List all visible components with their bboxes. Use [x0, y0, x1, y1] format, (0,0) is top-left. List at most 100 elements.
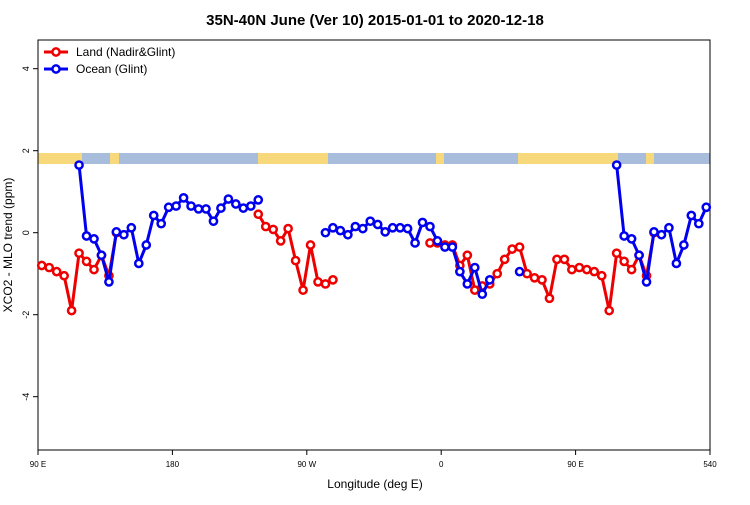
- data-point: [596, 270, 607, 281]
- data-point: [432, 236, 443, 246]
- legend-label: Ocean (Glint): [76, 62, 147, 76]
- data-point: [141, 240, 152, 250]
- data-point: [268, 224, 279, 235]
- data-point: [238, 203, 249, 213]
- data-point: [111, 227, 122, 237]
- data-point: [328, 275, 338, 285]
- data-point: [66, 305, 77, 316]
- data-point: [156, 218, 167, 229]
- data-point: [537, 275, 547, 285]
- data-point: [343, 229, 353, 240]
- data-point: [119, 229, 129, 240]
- data-point: [649, 227, 659, 237]
- data-point: [619, 256, 629, 267]
- x-axis-label: Longitude (deg E): [327, 477, 422, 491]
- data-point: [499, 254, 510, 265]
- data-point: [186, 201, 196, 211]
- data-point: [686, 210, 697, 221]
- data-point: [440, 242, 450, 252]
- data-point: [559, 254, 570, 265]
- data-point: [395, 222, 405, 233]
- surface-band: [38, 153, 710, 164]
- land-strip: [646, 153, 654, 164]
- data-point: [671, 258, 682, 269]
- data-point: [178, 193, 189, 203]
- data-point: [298, 285, 308, 295]
- data-point: [387, 222, 398, 233]
- data-point: [320, 279, 331, 289]
- data-point: [574, 262, 585, 273]
- ocean-strip: [38, 153, 710, 164]
- data-point: [260, 221, 271, 232]
- data-point: [544, 293, 555, 304]
- data-point: [36, 260, 47, 271]
- data-point: [529, 272, 540, 283]
- legend-marker: [51, 47, 61, 57]
- data-point: [425, 221, 435, 232]
- y-axis-label: XCO2 - MLO trend (ppm): [1, 178, 15, 313]
- data-point: [104, 277, 114, 287]
- data-point: [477, 289, 488, 300]
- x-tick-label: 180: [166, 460, 180, 469]
- x-tick-label: 540: [703, 460, 717, 469]
- data-point: [305, 240, 316, 250]
- data-point: [283, 223, 293, 234]
- data-point: [74, 160, 84, 170]
- data-point: [89, 264, 99, 275]
- data-point: [634, 250, 644, 261]
- data-point: [350, 221, 361, 232]
- data-point: [469, 262, 480, 273]
- land-strip: [518, 153, 618, 164]
- data-point: [81, 256, 92, 267]
- data-point: [133, 258, 144, 269]
- data-point: [462, 250, 473, 261]
- data-point: [223, 194, 234, 204]
- x-tick-label: 90 E: [567, 460, 583, 469]
- data-point: [216, 203, 226, 213]
- data-point: [664, 222, 674, 233]
- data-point: [290, 255, 301, 266]
- data-point: [148, 210, 159, 221]
- data-point: [245, 201, 256, 211]
- chart-title: 35N-40N June (Ver 10) 2015-01-01 to 2020…: [206, 12, 544, 29]
- data-point: [522, 268, 532, 279]
- data-point: [447, 242, 458, 252]
- y-tick-label: 2: [21, 148, 31, 153]
- data-point: [89, 234, 99, 244]
- data-point: [193, 204, 204, 214]
- data-point: [417, 217, 428, 228]
- data-point: [313, 277, 323, 287]
- series: [74, 160, 712, 300]
- legend-label: Land (Nadir&Glint): [76, 45, 175, 59]
- data-point: [253, 195, 264, 205]
- legend-marker: [51, 64, 61, 74]
- data-point: [693, 218, 704, 229]
- x-tick-label: 0: [439, 460, 444, 469]
- data-point: [126, 222, 137, 233]
- data-point: [171, 201, 181, 211]
- data-point: [425, 238, 435, 248]
- land-strip: [436, 153, 444, 164]
- data-point: [484, 275, 495, 285]
- data-point: [589, 266, 600, 277]
- data-point: [469, 285, 480, 295]
- data-point: [514, 242, 525, 252]
- data-point: [253, 209, 264, 220]
- data-point: [328, 222, 338, 233]
- data-point: [462, 279, 473, 289]
- data-point: [492, 268, 503, 279]
- land-strip: [38, 153, 82, 164]
- data-point: [581, 264, 592, 275]
- data-point: [357, 223, 368, 234]
- data-point: [231, 199, 241, 209]
- data-point: [619, 231, 629, 241]
- y-tick-label: 0: [21, 230, 31, 235]
- data-point: [372, 219, 383, 230]
- y-tick-label: 4: [21, 66, 31, 71]
- data-point: [552, 254, 562, 265]
- data-point: [74, 248, 84, 259]
- land-strip: [110, 153, 119, 164]
- data-point: [656, 229, 667, 240]
- data-point: [380, 227, 391, 237]
- data-point: [208, 216, 219, 227]
